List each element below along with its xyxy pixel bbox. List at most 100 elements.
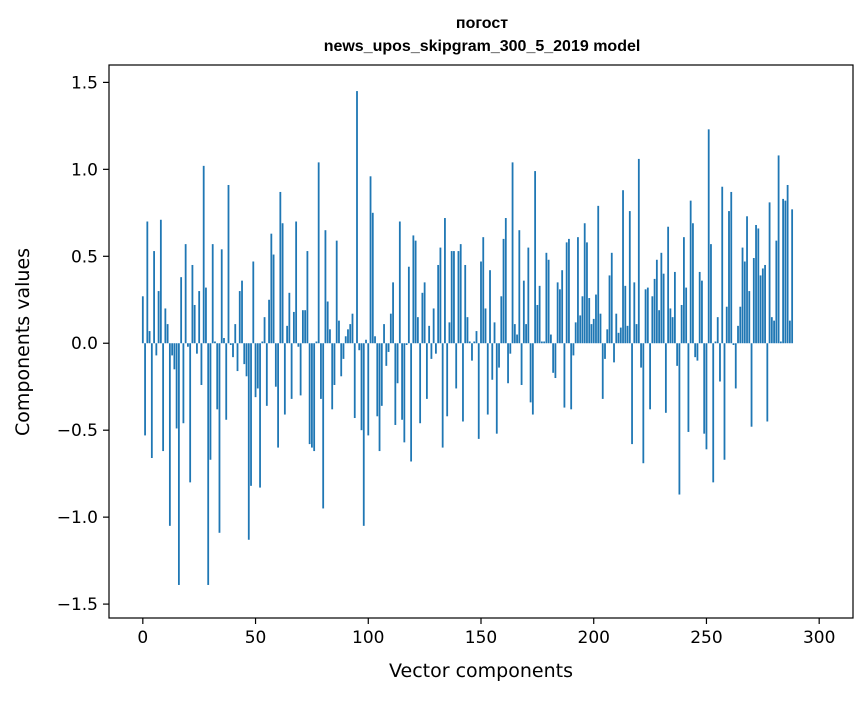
bar [351, 313, 354, 344]
bar [207, 343, 210, 585]
bar [750, 343, 753, 427]
bar [646, 287, 649, 344]
x-tick-label: 300 [803, 628, 835, 648]
bar [338, 320, 340, 344]
bar [229, 343, 232, 345]
bar [407, 266, 410, 344]
bar [513, 324, 516, 344]
y-tick-label: −0.5 [57, 421, 98, 441]
bar [435, 343, 437, 354]
bar [349, 324, 352, 344]
bar [520, 343, 523, 385]
bar [529, 343, 532, 403]
bar [155, 343, 158, 356]
bar [335, 240, 338, 344]
bar [730, 191, 733, 344]
bar [504, 218, 507, 344]
x-axis-ticks: 0 50 100 150 200 250 300 [137, 618, 835, 648]
bar [416, 317, 419, 344]
x-tick-label: 0 [137, 628, 148, 648]
bar [531, 343, 534, 415]
bar [209, 343, 212, 460]
bar [423, 282, 426, 344]
bar [198, 291, 201, 344]
bar [716, 317, 719, 344]
bar [498, 343, 500, 368]
bar [608, 275, 611, 344]
bar [358, 343, 361, 351]
bar [617, 332, 620, 344]
bar [570, 343, 573, 410]
bar [455, 343, 458, 389]
bar [200, 343, 203, 385]
bar [755, 224, 757, 344]
bar [301, 310, 304, 344]
bar [728, 211, 730, 344]
bar [784, 200, 787, 344]
bar [144, 343, 146, 436]
bar [491, 343, 494, 380]
y-tick-label: 1.0 [71, 160, 98, 180]
bar [223, 338, 225, 344]
bar [191, 264, 194, 344]
bar [741, 247, 744, 344]
bar [365, 339, 367, 344]
x-axis-label: Vector components [389, 660, 573, 682]
bar [450, 251, 453, 344]
bar [595, 294, 597, 344]
bar [568, 238, 570, 344]
bar [414, 240, 417, 344]
bar [752, 258, 755, 344]
bar [389, 313, 392, 344]
bar [626, 325, 629, 344]
bar [162, 343, 165, 452]
bar [480, 261, 482, 344]
bar [306, 251, 309, 344]
bar [633, 282, 636, 344]
bar [279, 191, 282, 344]
bar [171, 343, 174, 356]
bar [259, 343, 261, 488]
chart-title-line-1: погост [456, 15, 508, 32]
bar [712, 343, 715, 483]
bar [685, 287, 688, 344]
bar [637, 158, 640, 344]
bar [344, 336, 347, 344]
bar [168, 343, 171, 526]
bar [525, 324, 527, 344]
bar [241, 280, 243, 344]
bar [254, 343, 257, 398]
bar [471, 343, 473, 361]
bar [601, 343, 604, 399]
bar [773, 320, 775, 344]
bar [561, 270, 564, 344]
bar [403, 343, 406, 443]
bar [653, 278, 656, 344]
bar [707, 129, 710, 344]
bar [705, 343, 708, 450]
bar [687, 343, 690, 432]
bar [150, 343, 153, 459]
bar [493, 322, 496, 344]
bar [640, 343, 642, 368]
bar [290, 343, 293, 399]
bar [448, 322, 451, 344]
bar [484, 308, 487, 344]
bar [624, 285, 627, 344]
bar [234, 324, 237, 344]
bar [563, 343, 566, 408]
bar [552, 343, 555, 373]
bar [371, 212, 374, 344]
bar [292, 311, 295, 344]
bar [141, 296, 144, 344]
bar [419, 343, 422, 424]
bar [146, 221, 149, 344]
bar [159, 219, 162, 344]
bar [236, 343, 239, 372]
bar [425, 343, 428, 399]
bar [214, 341, 216, 344]
bar [577, 237, 579, 344]
bar [182, 343, 185, 424]
bar [453, 251, 455, 344]
